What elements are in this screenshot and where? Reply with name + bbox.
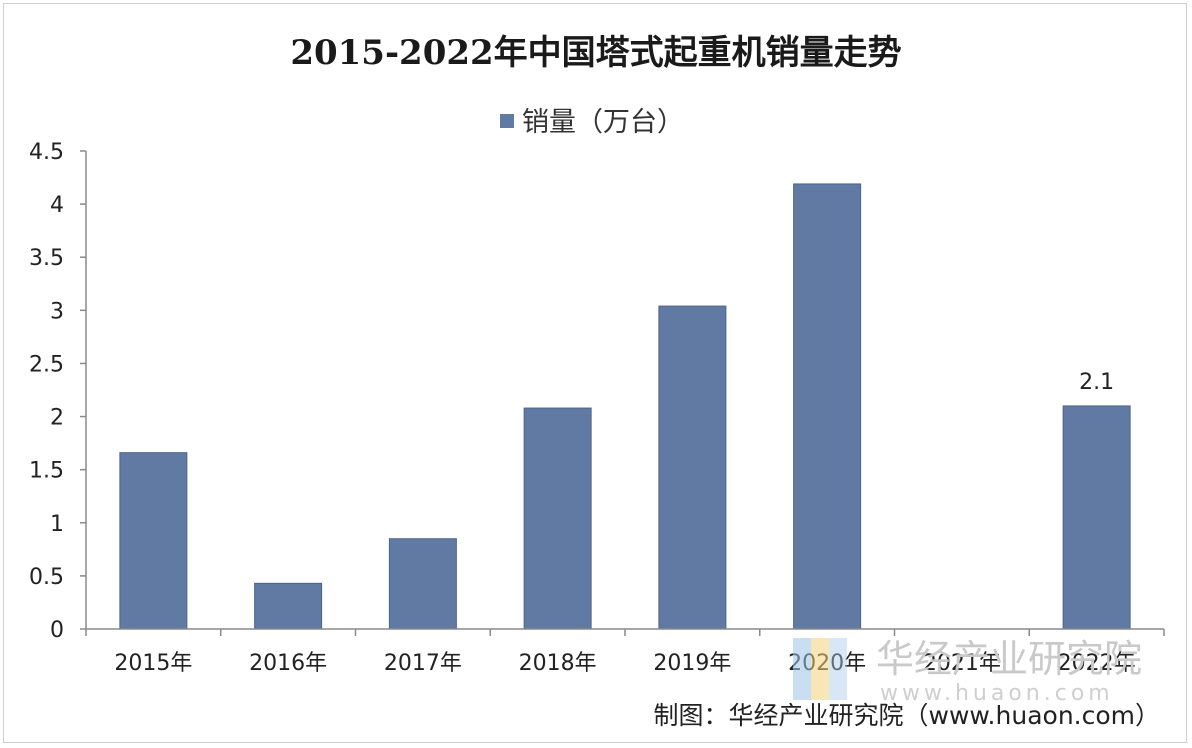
x-tick-label: 2018年: [519, 651, 597, 676]
y-tick-label: 3: [50, 299, 64, 324]
y-tick-label: 4.5: [29, 140, 64, 165]
y-tick-label: 2.5: [29, 352, 64, 377]
x-tick-label: 2015年: [114, 651, 192, 676]
watermark-logo-left: [793, 638, 811, 700]
legend-swatch: [500, 114, 514, 128]
source-note: 制图：华经产业研究院（www.huaon.com）: [654, 701, 1160, 730]
watermark-logo-right: [829, 638, 847, 700]
data-labels: 2.1: [1079, 370, 1114, 395]
y-axis: 4.5 4 3.5 3 2.5 2 1.5 1 0.5 0: [29, 140, 87, 643]
bar-2022年: [1062, 405, 1131, 630]
y-tick-label: 1: [50, 512, 64, 537]
y-tick-label: 0: [50, 618, 64, 643]
data-label: 2.1: [1079, 370, 1114, 395]
bar-2017年: [388, 538, 457, 630]
watermark-logo-mid: [811, 638, 829, 700]
y-tick-label: 3.5: [29, 246, 64, 271]
x-tick-label: 2019年: [653, 651, 731, 676]
x-tick-label: 2022年: [1058, 651, 1136, 676]
watermark: 华经产业研究院 www.huaon.com: [793, 637, 1142, 706]
watermark-text: 华经产业研究院: [876, 637, 1142, 681]
x-tick-label: 2021年: [923, 651, 1001, 676]
legend-label: 销量（万台）: [522, 107, 684, 138]
y-tick-label: 0.5: [29, 565, 64, 590]
y-tick-label: 1.5: [29, 459, 64, 484]
watermark-url: www.huaon.com: [880, 681, 1114, 706]
bar-2019年: [658, 305, 727, 630]
y-tick-label: 2: [50, 406, 64, 431]
x-tick-label: 2016年: [249, 651, 327, 676]
bar-2018年: [523, 407, 592, 630]
y-tick-label: 4: [50, 193, 64, 218]
x-tick-label: 2017年: [384, 651, 462, 676]
bar-2016年: [254, 582, 323, 630]
chart-title: 2015-2022年中国塔式起重机销量走势: [290, 33, 901, 73]
bar-series: [119, 183, 1131, 630]
chart-frame: [3, 3, 1187, 743]
bar-2020年: [793, 183, 862, 630]
bar-2015年: [119, 452, 188, 630]
legend: 销量（万台）: [500, 107, 684, 138]
